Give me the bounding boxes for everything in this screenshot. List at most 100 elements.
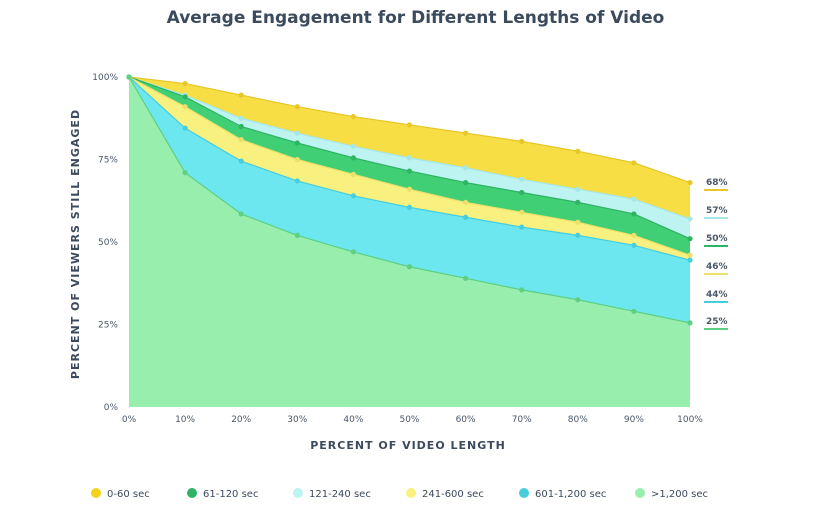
point-1-200-sec-60 [463, 275, 469, 281]
point-1-200-sec-20 [238, 211, 244, 217]
point-241-600-sec-30 [294, 156, 300, 163]
point-601-1-200-sec-10 [182, 125, 188, 131]
point-601-1-200-sec-70 [519, 224, 525, 230]
point-601-1-200-sec-40 [350, 193, 356, 199]
legend-swatch [519, 488, 529, 498]
x-tick-label: 90% [624, 415, 644, 425]
point-121-240-sec-30 [294, 130, 300, 136]
point-0-60-sec-30 [294, 104, 300, 110]
legend-swatch [293, 488, 303, 498]
x-axis-ticks: 0% 10% 20% 30% 40% 50% 60% 70% 80% 90% 100% [122, 415, 703, 425]
point-61-120-sec-20 [238, 123, 244, 130]
point-1-200-sec-100 [687, 320, 693, 326]
point-61-120-sec-70 [519, 189, 525, 196]
legend-label: 241-600 sec [422, 489, 484, 500]
x-tick-label: 80% [568, 415, 588, 425]
legend-label: 601-1,200 sec [535, 489, 606, 500]
series-areas [129, 77, 690, 407]
legend-swatch [91, 488, 101, 498]
x-tick-label: 40% [343, 415, 363, 425]
point-61-120-sec-30 [294, 140, 300, 146]
x-tick-label: 60% [456, 415, 476, 425]
end-label-241-600-sec: 46% [706, 262, 728, 272]
y-tick-label: 0% [104, 403, 119, 413]
y-tick-label: 25% [98, 321, 118, 331]
legend-item-601-1-200-sec: 601-1,200 sec [519, 488, 606, 500]
x-tick-label: 20% [231, 415, 251, 425]
point-61-120-sec-50 [406, 168, 413, 174]
point-601-1-200-sec-90 [631, 242, 637, 248]
point-0-60-sec-80 [575, 148, 581, 154]
x-tick-label: 100% [677, 415, 703, 425]
legend-label: >1,200 sec [651, 489, 708, 500]
point-0-60-sec-20 [238, 92, 244, 98]
legend-item-241-600-sec: 241-600 sec [406, 488, 484, 500]
legend-swatch [187, 488, 197, 498]
y-tick-label: 75% [98, 156, 118, 166]
point-601-1-200-sec-80 [575, 232, 581, 238]
point-121-240-sec-70 [519, 176, 525, 182]
point-1-200-sec-90 [631, 308, 637, 314]
point-1-200-sec-40 [350, 249, 356, 255]
legend-swatch [635, 488, 645, 498]
point-241-600-sec-70 [519, 209, 525, 215]
legend-label: 121-240 sec [309, 489, 371, 500]
point-1-200-sec-30 [294, 232, 300, 238]
series-points [126, 74, 693, 326]
x-tick-label: 70% [512, 415, 532, 425]
point-0-60-sec-40 [350, 114, 356, 120]
point-241-600-sec-40 [350, 171, 356, 177]
point-601-1-200-sec-50 [406, 204, 413, 210]
point-61-120-sec-90 [631, 211, 637, 217]
end-label-1-200-sec: 25% [706, 317, 728, 327]
legend-item-0-60-sec: 0-60 sec [91, 488, 150, 500]
point-61-120-sec-60 [463, 180, 469, 186]
point-1-200-sec-0 [126, 74, 132, 80]
legend-label: 0-60 sec [107, 489, 150, 500]
point-121-240-sec-80 [575, 186, 581, 192]
point-61-120-sec-80 [575, 199, 581, 205]
point-241-600-sec-60 [463, 199, 469, 205]
point-241-600-sec-100 [687, 252, 693, 258]
point-601-1-200-sec-30 [294, 178, 300, 184]
point-241-600-sec-50 [406, 186, 413, 192]
point-1-200-sec-50 [406, 264, 413, 270]
y-axis-label: PERCENT OF VIEWERS STILL ENGAGED [69, 109, 82, 379]
point-121-240-sec-60 [463, 165, 469, 171]
legend-label: 61-120 sec [203, 489, 258, 500]
point-121-240-sec-20 [238, 115, 244, 121]
point-61-120-sec-100 [687, 236, 693, 242]
point-0-60-sec-70 [519, 138, 525, 144]
point-1-200-sec-10 [182, 170, 188, 176]
point-0-60-sec-10 [182, 81, 188, 87]
point-61-120-sec-40 [350, 155, 356, 161]
end-label-61-120-sec: 50% [706, 234, 728, 244]
point-601-1-200-sec-60 [463, 214, 469, 220]
x-tick-label: 10% [175, 415, 195, 425]
point-241-600-sec-20 [238, 137, 244, 143]
end-label-121-240-sec: 57% [706, 206, 728, 216]
x-tick-label: 30% [287, 415, 307, 425]
x-tick-label: 50% [399, 415, 419, 425]
point-601-1-200-sec-100 [687, 257, 693, 263]
y-axis-ticks: 0% 25% 50% 75% 100% [92, 73, 118, 413]
y-tick-label: 100% [92, 73, 118, 83]
point-121-240-sec-90 [631, 196, 637, 202]
end-label-601-1-200-sec: 44% [706, 290, 728, 300]
point-0-60-sec-50 [406, 122, 413, 128]
point-601-1-200-sec-20 [238, 158, 244, 164]
end-label-0-60-sec: 68% [706, 178, 728, 188]
point-1-200-sec-70 [519, 287, 525, 293]
legend-item-1-200-sec: >1,200 sec [635, 488, 708, 500]
x-axis-label: PERCENT OF VIDEO LENGTH [310, 439, 506, 452]
point-0-60-sec-90 [631, 160, 637, 166]
point-241-600-sec-10 [182, 104, 188, 110]
point-241-600-sec-80 [575, 219, 581, 225]
point-241-600-sec-90 [631, 232, 637, 238]
legend: 0-60 sec 61-120 sec 121-240 sec 241-600 sec… [91, 488, 708, 500]
point-61-120-sec-10 [182, 94, 188, 100]
point-121-240-sec-40 [350, 143, 356, 149]
y-tick-label: 50% [98, 238, 118, 248]
point-121-240-sec-50 [406, 155, 413, 161]
